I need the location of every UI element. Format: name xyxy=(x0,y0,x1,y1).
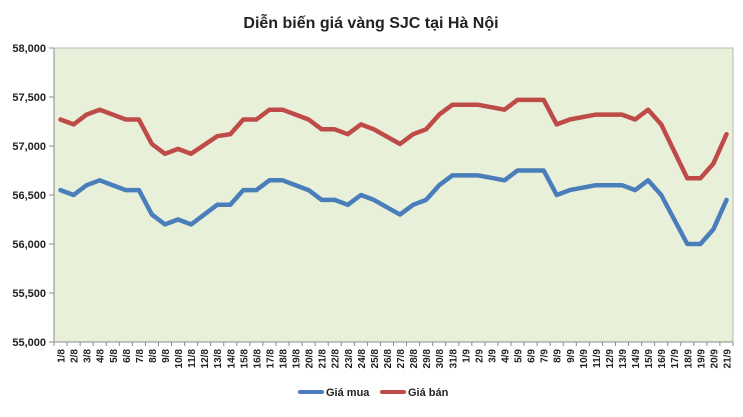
x-tick-label: 24/8 xyxy=(357,349,368,369)
x-tick-label: 5/9 xyxy=(514,349,525,363)
x-tick-label: 12/9 xyxy=(605,349,616,369)
x-tick-label: 29/8 xyxy=(422,349,433,369)
x-tick-label: 14/9 xyxy=(631,349,642,369)
x-tick-label: 6/9 xyxy=(527,349,538,363)
x-tick-label: 17/9 xyxy=(670,349,681,369)
x-tick-label: 28/8 xyxy=(409,349,420,369)
x-tick-label: 20/8 xyxy=(305,349,316,369)
x-tick-label: 13/9 xyxy=(618,349,629,369)
x-tick-label: 7/9 xyxy=(540,349,551,363)
x-tick-label: 3/8 xyxy=(83,349,94,363)
legend-label: Giá bán xyxy=(408,387,449,399)
x-tick-label: 9/9 xyxy=(566,349,577,363)
series-line-gia-ban xyxy=(58,97,729,181)
x-tick-label: 16/8 xyxy=(252,349,263,369)
y-tick-label: 58,000 xyxy=(12,43,46,55)
x-axis: 1/8 2/8 3/8 4/8 5/8 6/8 7/8 8/8 9/8 10/8 11/8 12/8 1… xyxy=(53,342,734,369)
x-tick-label: 1/8 xyxy=(57,349,68,363)
x-tick-label: 19/9 xyxy=(696,349,707,369)
x-tick-label: 17/8 xyxy=(265,349,276,369)
x-tick-label: 16/9 xyxy=(657,349,668,369)
x-tick-label: 11/8 xyxy=(187,349,198,368)
x-tick-label: 6/8 xyxy=(122,349,133,363)
x-tick-label: 20/9 xyxy=(709,349,720,369)
x-tick-label: 31/8 xyxy=(448,349,459,369)
series-line-gia-mua xyxy=(58,168,729,247)
x-tick-label: 13/8 xyxy=(213,349,224,369)
x-tick-label: 19/8 xyxy=(292,349,303,369)
x-tick-label: 10/9 xyxy=(579,349,590,369)
series-layer xyxy=(58,97,729,247)
x-tick-label: 7/8 xyxy=(135,349,146,363)
y-tick-label: 55,000 xyxy=(12,337,46,349)
x-tick-label: 10/8 xyxy=(174,349,185,369)
x-tick-label: 21/8 xyxy=(318,349,329,369)
y-tick-label: 57,000 xyxy=(12,141,46,153)
legend: Giá mua Giá bán xyxy=(298,387,449,399)
x-tick-label: 26/8 xyxy=(383,349,394,369)
x-tick-label: 4/9 xyxy=(500,349,511,363)
y-tick-label: 56,000 xyxy=(12,239,46,251)
x-tick-label: 1/9 xyxy=(461,349,472,363)
x-tick-label: 30/8 xyxy=(435,349,446,369)
x-tick-label: 15/8 xyxy=(239,349,250,369)
x-tick-label: 25/8 xyxy=(370,349,381,369)
x-tick-label: 18/9 xyxy=(683,349,694,369)
chart-title: Diễn biến giá vàng SJC tại Hà Nội xyxy=(243,13,498,32)
x-tick-label: 12/8 xyxy=(200,349,211,369)
y-tick-label: 57,500 xyxy=(12,92,46,104)
x-tick-label: 4/8 xyxy=(96,349,107,363)
x-tick-label: 15/9 xyxy=(644,349,655,369)
x-tick-label: 14/8 xyxy=(226,349,237,369)
x-tick-label: 21/9 xyxy=(722,349,733,369)
x-tick-label: 2/9 xyxy=(474,349,485,363)
x-tick-label: 5/8 xyxy=(109,349,120,363)
x-tick-label: 9/8 xyxy=(161,349,172,363)
legend-label: Giá mua xyxy=(326,387,370,399)
x-tick-label: 27/8 xyxy=(396,349,407,369)
plot-area xyxy=(53,47,734,343)
x-tick-label: 2/8 xyxy=(70,349,81,363)
y-tick-label: 56,500 xyxy=(12,190,46,202)
y-axis: 55,000 55,500 56,000 56,500 57,000 57,500 58,0… xyxy=(12,43,54,349)
x-tick-label: 18/8 xyxy=(279,349,290,369)
x-tick-label: 3/9 xyxy=(487,349,498,363)
y-tick-label: 55,500 xyxy=(12,288,46,300)
x-tick-label: 11/9 xyxy=(592,349,603,368)
x-tick-label: 8/8 xyxy=(148,349,159,363)
x-tick-label: 23/8 xyxy=(344,349,355,369)
x-tick-label: 22/8 xyxy=(331,349,342,369)
x-tick-label: 8/9 xyxy=(553,349,564,363)
